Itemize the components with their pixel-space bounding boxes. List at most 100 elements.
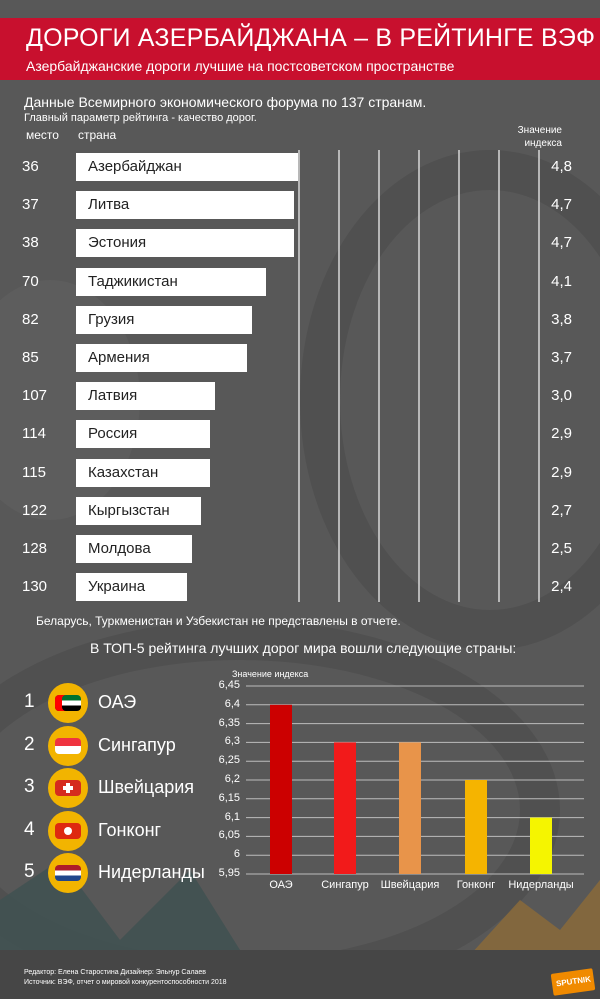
ranking-value: 3,7 (551, 349, 572, 366)
top5-chart-ylabel: Значение индекса (232, 669, 309, 679)
ranking-value: 2,9 (551, 463, 572, 481)
header-country: страна (78, 128, 117, 142)
rank-place: 122 (22, 501, 48, 519)
ranking-country: Литва (88, 196, 130, 214)
flag-stripes (55, 695, 81, 711)
ranking-country: Казахстан (88, 463, 159, 481)
credits: Редактор: Елена Старостина Дизайнер: Эль… (24, 968, 227, 988)
ranking-bar (76, 458, 211, 487)
top5-country: Нидерланды (98, 862, 205, 882)
y-tick-label: 6 (233, 848, 240, 861)
grid-line (378, 150, 380, 602)
top5-rank: 2 (24, 733, 35, 755)
flag-flower (64, 826, 72, 835)
grid-line (498, 150, 500, 602)
y-tick-label: 6,05 (218, 829, 240, 842)
grid-line (418, 150, 420, 602)
y-tick-label: 6,25 (218, 754, 240, 767)
y-tick-label: 6,3 (224, 735, 240, 748)
uae-flag-icon (48, 683, 88, 723)
header-place: место (26, 128, 59, 142)
ranking-bar (76, 535, 192, 563)
hongkong-flag-icon (48, 810, 88, 851)
ranking-value: 3,8 (551, 310, 572, 328)
ranking-bar (76, 573, 188, 602)
top5-country: ОАЭ (98, 692, 137, 712)
x-tick-label: Гонконг (456, 879, 496, 891)
rank-place: 82 (22, 310, 39, 328)
flag-cross (63, 786, 73, 790)
rank-place: 70 (22, 272, 39, 290)
singapore-flag-icon (48, 725, 88, 766)
netherlands-flag-icon (48, 853, 88, 893)
rank-place: 128 (22, 540, 48, 557)
y-tick-label: 5,95 (218, 867, 240, 879)
x-tick-label: Сингапур (321, 879, 369, 891)
ranking-bar (76, 420, 211, 449)
rank-place: 85 (22, 349, 39, 366)
ranking-country: Россия (88, 425, 138, 443)
y-tick-label: 6,45 (218, 679, 240, 691)
top5-rank: 3 (24, 776, 35, 797)
ranking-bar (76, 191, 294, 220)
ranking-country: Грузия (88, 310, 135, 328)
rank-place: 107 (22, 387, 48, 405)
note-text: Беларусь, Туркменистан и Узбекистан не п… (36, 614, 401, 628)
ranking-country: Армения (88, 349, 150, 366)
ranking-country: Украина (88, 578, 146, 596)
rank-place: 36 (22, 158, 39, 175)
x-tick-label: Швейцария (380, 879, 440, 891)
top5-country: Швейцария (98, 777, 195, 797)
rank-place: 130 (22, 578, 48, 596)
top5-country: Сингапур (98, 734, 176, 755)
grid-line (458, 150, 460, 602)
y-tick-label: 6,2 (224, 773, 240, 785)
ranking-value: 3,0 (551, 387, 572, 405)
ranking-bar (76, 344, 248, 372)
ranking-country: Азербайджан (88, 158, 182, 175)
flag-stripes (55, 737, 81, 754)
title-bar: ДОРОГИ АЗЕРБАЙДЖАНА – В РЕЙТИНГЕ ВЭФ Азе… (0, 18, 600, 80)
ranking-bar (76, 382, 215, 411)
ranking-value: 2,5 (551, 540, 572, 557)
grid-line (338, 150, 340, 602)
ranking-country: Кыргызстан (88, 501, 170, 519)
top5-rank: 5 (24, 861, 35, 882)
top5-rank: 4 (24, 818, 35, 840)
page-subtitle: Азербайджанские дороги лучшие на постсов… (26, 58, 455, 74)
ranking-value: 2,7 (551, 501, 572, 519)
ranking-value: 4,7 (551, 196, 572, 214)
rank-place: 114 (22, 425, 46, 443)
ranking-value: 4,7 (551, 234, 572, 252)
x-tick-label: ОАЭ (269, 879, 293, 891)
ranking-bar (76, 305, 252, 334)
ranking-country: Молдова (88, 540, 151, 557)
y-tick-label: 6,4 (224, 697, 240, 710)
grid-line (538, 150, 540, 602)
header-index: Значение индекса (517, 125, 562, 149)
switzerland-flag-icon (48, 768, 88, 808)
ranking-value: 2,9 (551, 425, 572, 443)
ranking-value: 2,4 (551, 578, 572, 596)
credits-source: Источник: ВЭФ, отчет о мировой конкурент… (24, 979, 227, 986)
flag-stripes (55, 822, 81, 839)
rank-place: 115 (22, 463, 46, 481)
intro-text: Данные Всемирного экономического форума … (24, 94, 427, 110)
y-tick-label: 6,1 (224, 810, 240, 823)
page-title: ДОРОГИ АЗЕРБАЙДЖАНА – В РЕЙТИНГЕ ВЭФ (26, 24, 596, 52)
credits-editor: Редактор: Елена Старостина Дизайнер: Эль… (24, 969, 207, 976)
y-tick-label: 6,15 (218, 791, 240, 804)
top5-country: Гонконг (98, 819, 162, 840)
flag-stripes (55, 865, 81, 881)
ranking-country: Латвия (88, 387, 138, 405)
x-tick-label: Нидерланды (508, 879, 574, 891)
rank-place: 37 (22, 196, 39, 214)
top5-rank: 1 (24, 691, 35, 712)
ranking-bar (76, 496, 201, 525)
ranking-bar (76, 153, 299, 181)
ranking-country: Эстония (88, 234, 147, 252)
ranking-value: 4,1 (551, 272, 572, 290)
top5-title: В ТОП-5 рейтинга лучших дорог мира вошли… (90, 640, 517, 656)
